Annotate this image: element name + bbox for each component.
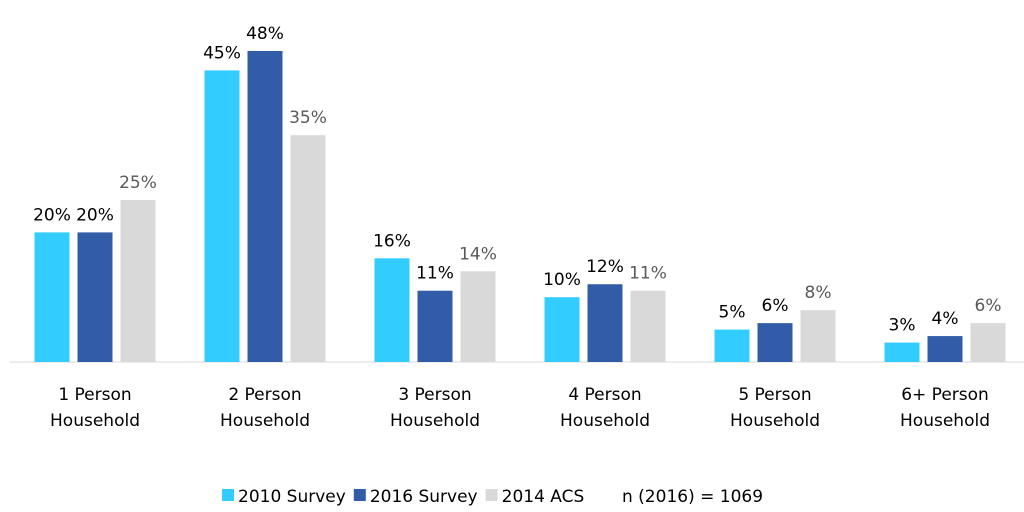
data-label: 25% <box>119 173 157 193</box>
bar <box>630 290 666 362</box>
bar <box>800 310 836 362</box>
x-tick-label: 3 Person Household <box>390 385 480 431</box>
legend-swatch <box>485 489 498 501</box>
annotation: n (2016) = 1069 <box>622 487 763 507</box>
x-tick-label: 2 Person Household <box>220 385 310 431</box>
data-label: 8% <box>805 283 832 303</box>
data-label: 5% <box>719 303 746 323</box>
data-label: 3% <box>889 316 916 336</box>
legend-swatch <box>353 489 366 501</box>
data-label: 6% <box>762 296 789 316</box>
bar <box>714 329 750 362</box>
bar <box>204 70 240 363</box>
bar <box>77 232 113 362</box>
bar <box>544 297 580 362</box>
bar <box>120 200 156 362</box>
x-tick-label: 6+ Person Household <box>900 385 990 431</box>
legend-label: 2014 ACS <box>502 487 585 507</box>
data-label: 11% <box>629 264 667 284</box>
x-tick-label: 5 Person Household <box>730 385 820 431</box>
data-label: 35% <box>289 108 327 128</box>
bar <box>460 271 496 362</box>
data-label: 45% <box>203 43 241 63</box>
data-label: 16% <box>373 231 411 251</box>
x-tick-label: 1 Person Household <box>50 385 140 431</box>
data-label: 6% <box>975 296 1002 316</box>
data-label: 14% <box>459 244 497 264</box>
bar <box>247 50 283 363</box>
bar <box>417 290 453 362</box>
data-label: 10% <box>543 270 581 290</box>
bar <box>884 342 920 362</box>
data-label: 20% <box>76 205 114 225</box>
bar <box>290 135 326 362</box>
bar <box>587 284 623 362</box>
bar <box>374 258 410 362</box>
x-tick-label: 4 Person Household <box>560 385 650 431</box>
bar <box>927 336 963 362</box>
data-label: 12% <box>586 257 624 277</box>
bar <box>970 323 1006 362</box>
data-label: 11% <box>416 264 454 284</box>
bar <box>34 232 70 362</box>
legend-label: 2016 Survey <box>370 487 478 507</box>
data-label: 48% <box>246 24 284 44</box>
data-label: 4% <box>932 309 959 329</box>
bar <box>757 323 793 362</box>
legend-swatch <box>222 489 234 501</box>
data-label: 20% <box>33 205 71 225</box>
legend-label: 2010 Survey <box>238 487 346 507</box>
